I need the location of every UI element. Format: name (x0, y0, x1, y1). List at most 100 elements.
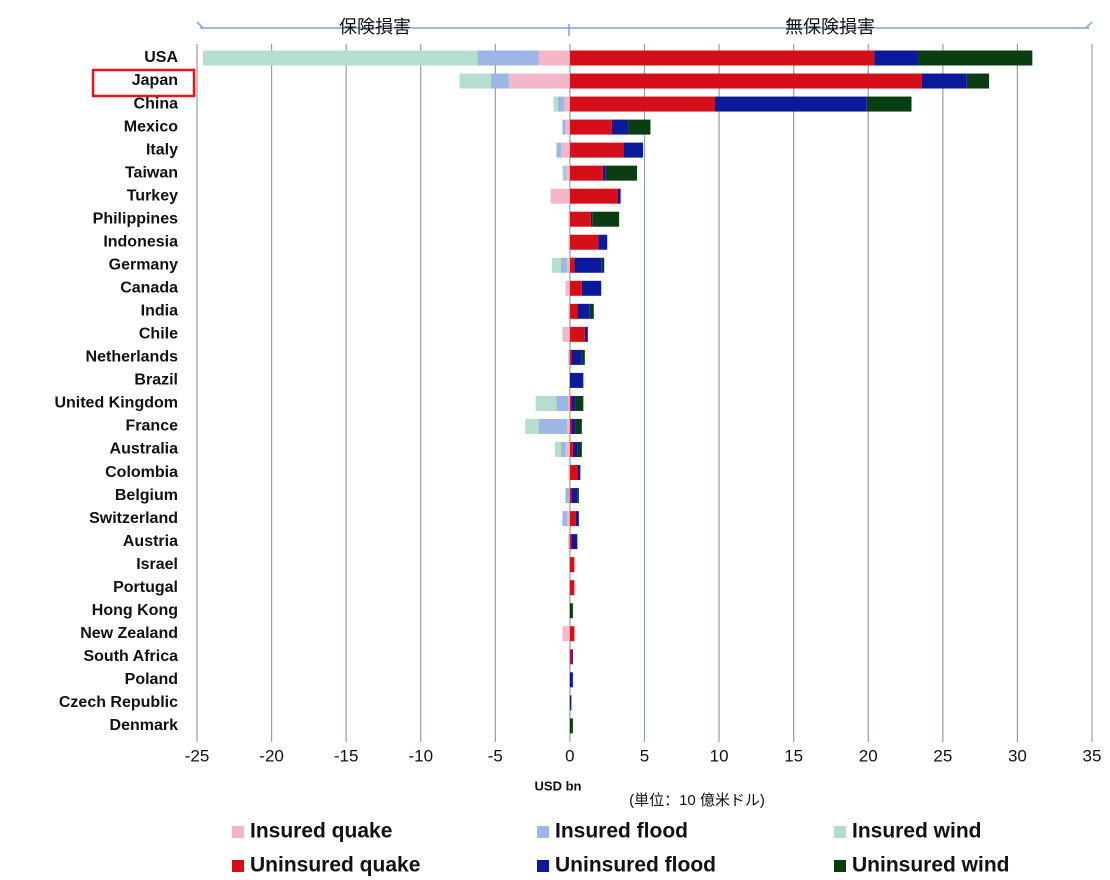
bar-segment (605, 165, 638, 181)
y-tick-label: Indonesia (103, 233, 178, 250)
bar-segment (921, 73, 967, 89)
bar-segment (565, 165, 570, 181)
bar-segment (569, 395, 572, 411)
bar-segment (569, 326, 585, 342)
legend-label: Uninsured flood (555, 854, 716, 877)
bar-segment (577, 488, 579, 504)
bar-segment (569, 234, 599, 250)
bar-segment (569, 165, 603, 181)
x-tick-label: 0 (565, 746, 574, 765)
x-tick-label: -10 (408, 746, 433, 765)
x-tick-label: 25 (933, 746, 952, 765)
x-tick-label: 15 (784, 746, 803, 765)
bar-segment (565, 442, 570, 458)
bar-segment (601, 257, 605, 273)
legend-swatch (834, 860, 846, 872)
bar-segment (581, 280, 602, 296)
bar-segment (917, 50, 1033, 66)
bar-segment (557, 96, 564, 112)
bar-segment (538, 50, 570, 66)
y-tick-label: Czech Republic (59, 694, 178, 711)
bar-segment (568, 211, 570, 227)
x-tick-label: 20 (859, 746, 878, 765)
y-tick-label: Israel (136, 556, 178, 573)
legend-label: Insured quake (250, 820, 392, 843)
legend-swatch (232, 860, 244, 872)
bar-segment (571, 395, 576, 411)
bar-segment (575, 511, 579, 527)
bar-segment (874, 50, 918, 66)
legend-swatch (232, 826, 244, 838)
x-tick-label: 30 (1008, 746, 1027, 765)
x-tick-label: 5 (640, 746, 649, 765)
bar-segment (550, 188, 570, 204)
y-tick-label: New Zealand (80, 625, 178, 642)
y-tick-label: Chile (139, 326, 178, 343)
bar-segment (562, 626, 570, 642)
bar-segment (562, 511, 567, 527)
y-tick-label: Belgium (115, 487, 178, 504)
bar-segment (569, 442, 573, 458)
bar-segment (569, 534, 572, 550)
bar-segment (560, 442, 566, 458)
legend-label: Insured flood (555, 820, 688, 843)
bar-segment (569, 626, 575, 642)
y-tick-label: Colombia (105, 464, 178, 481)
bar-segment (569, 718, 573, 734)
y-tick-label: Austria (123, 533, 178, 550)
bar-segment (577, 465, 581, 481)
bar-segment (571, 649, 573, 665)
y-tick-label: USA (144, 49, 178, 66)
y-tick-label: Denmark (110, 717, 179, 734)
highlight-box (91, 68, 196, 98)
bar-segment (571, 488, 578, 504)
bar-segment (577, 442, 582, 458)
x-tick-label: -15 (334, 746, 359, 765)
y-tick-label: Italy (146, 141, 178, 158)
x-tick-label: -20 (259, 746, 284, 765)
x-tick-label: 35 (1083, 746, 1102, 765)
bar-segment (202, 50, 478, 66)
y-tick-label: Canada (120, 280, 178, 297)
y-tick-label: South Africa (83, 648, 178, 665)
legend-label: Uninsured wind (852, 854, 1010, 877)
bar-segment (602, 165, 606, 181)
bar-segment (569, 488, 572, 504)
y-tick-label: Germany (109, 256, 178, 273)
bar-segment (569, 465, 578, 481)
bar-segment (565, 280, 570, 296)
bar-segment (569, 349, 572, 365)
bar-segment (569, 603, 573, 619)
bar-segment (592, 211, 620, 227)
bar-segment (562, 326, 570, 342)
bar-segment (556, 142, 561, 158)
bar-segment (459, 73, 491, 89)
y-tick-label: India (141, 303, 178, 320)
bar-segment (568, 303, 570, 319)
y-tick-label: China (134, 95, 179, 112)
bar-segment (569, 511, 576, 527)
bar-segment (535, 395, 557, 411)
bar-segment (566, 257, 570, 273)
bar-segment (569, 695, 572, 711)
x-tick-label: -25 (185, 746, 210, 765)
bar-segment (553, 96, 558, 112)
bar-segment (568, 534, 570, 550)
bar-segment (623, 142, 644, 158)
bar-segment (569, 303, 578, 319)
bar-segment (566, 511, 570, 527)
bar-segment (569, 280, 582, 296)
legend-label: Uninsured quake (250, 854, 420, 877)
annotation: 無保険損害 (785, 17, 875, 37)
bar-segment (568, 349, 570, 365)
bar-segment (565, 119, 570, 135)
bar-segment (538, 418, 567, 434)
bar-segment (589, 303, 594, 319)
bar-segment (562, 165, 564, 181)
bar-segment (577, 303, 590, 319)
bar-segment (581, 349, 585, 365)
y-tick-label: Switzerland (89, 510, 178, 527)
legend-swatch (537, 860, 549, 872)
y-tick-label: Poland (125, 671, 178, 688)
